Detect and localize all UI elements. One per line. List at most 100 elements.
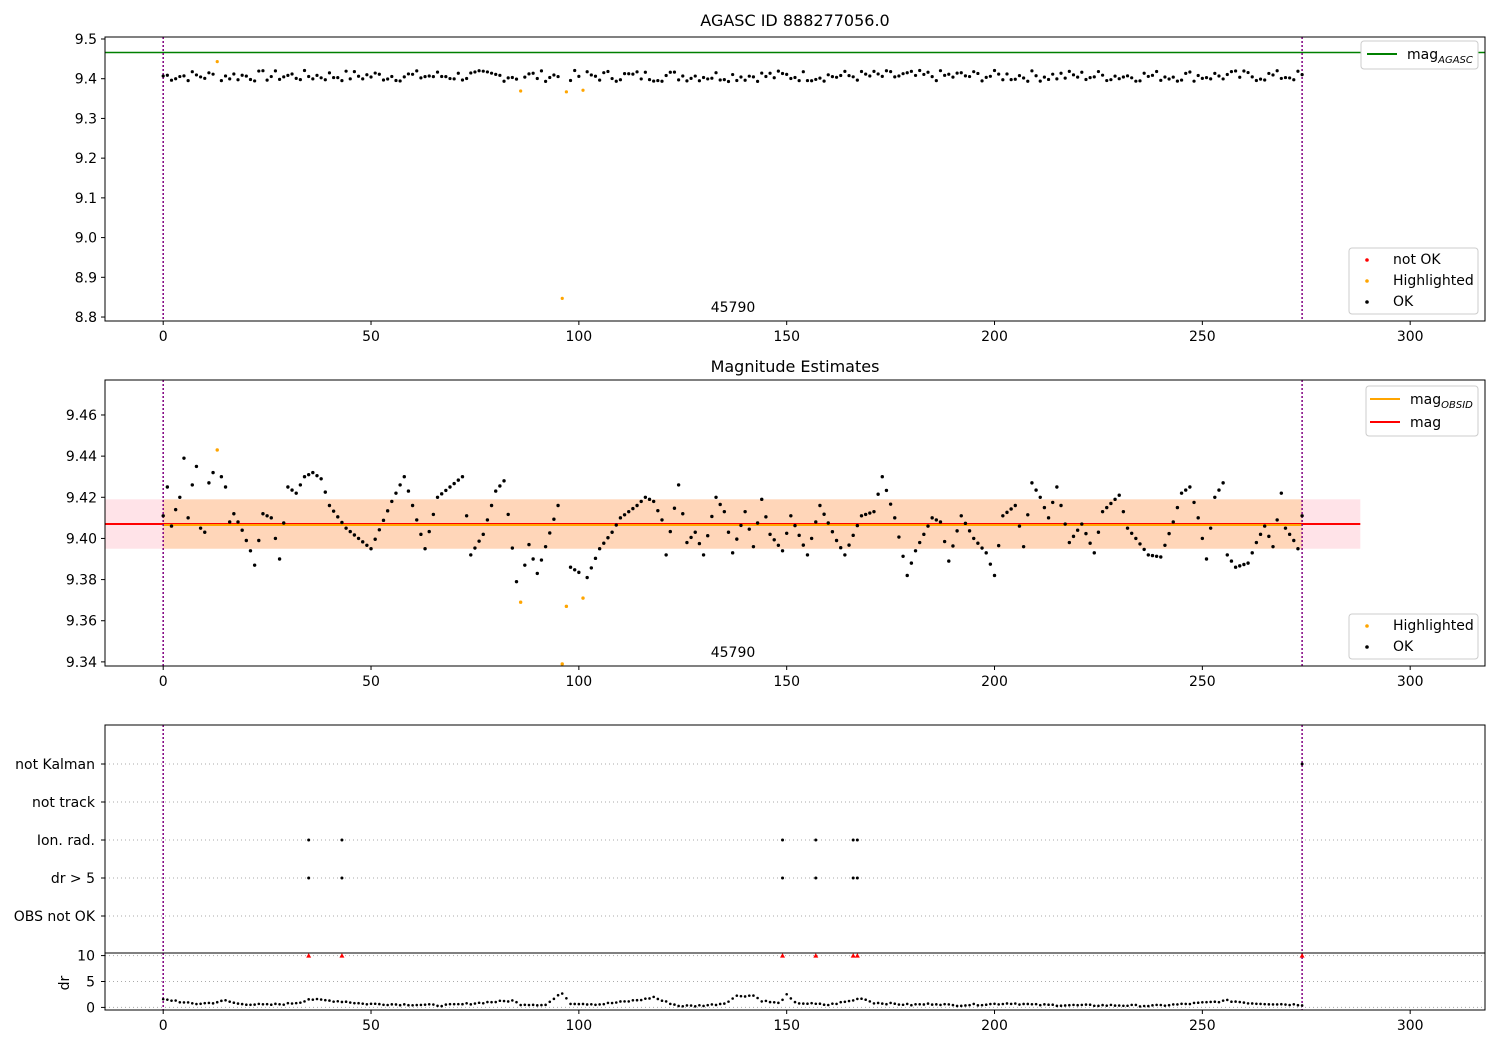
dr-point <box>1122 1004 1125 1008</box>
ok-point <box>1005 510 1009 515</box>
ok-point <box>1055 485 1059 489</box>
ok-point <box>1059 71 1063 75</box>
ok-point <box>681 74 685 78</box>
dr-point <box>1092 1004 1096 1008</box>
dr-point <box>731 997 734 1000</box>
ok-point <box>539 558 544 562</box>
ok-point <box>506 512 510 517</box>
ok-point <box>1258 77 1263 81</box>
ok-point <box>186 79 190 83</box>
dr-point <box>627 1000 631 1003</box>
dr-point <box>739 994 743 998</box>
dr-point <box>885 1002 888 1006</box>
dr-point <box>1076 1003 1079 1007</box>
ok-point <box>1096 69 1101 74</box>
ok-point <box>1013 503 1018 508</box>
ok-point <box>1159 555 1163 559</box>
ok-point <box>1021 544 1026 549</box>
ok-point <box>988 74 992 78</box>
dr-point <box>1038 1003 1042 1007</box>
dr-point <box>1063 1004 1067 1007</box>
panel2-ytick-label: 9.46 <box>66 408 97 424</box>
dr-point <box>660 999 664 1003</box>
ok-point <box>1217 74 1221 78</box>
dr-point <box>897 1003 901 1006</box>
dr-point <box>398 1003 402 1007</box>
ok-point <box>743 509 747 514</box>
svg-text:magAGASC: magAGASC <box>1407 47 1473 66</box>
dr-point <box>698 1003 701 1007</box>
dr-ytick-label: 10 <box>77 949 95 965</box>
dr-point <box>743 995 747 998</box>
ok-point <box>668 529 673 534</box>
dr-point <box>1188 1002 1192 1006</box>
ok-point <box>527 542 531 547</box>
highlighted-point <box>518 600 523 604</box>
dr-point <box>486 1000 489 1004</box>
dr-point <box>656 997 660 1001</box>
dr-point <box>195 1002 198 1006</box>
dr-point <box>166 998 169 1001</box>
dr-point <box>864 998 867 1002</box>
ok-point <box>236 520 240 524</box>
ok-point <box>747 74 751 78</box>
ok-point <box>203 76 207 80</box>
ok-point <box>186 516 190 520</box>
ok-point <box>1188 485 1192 489</box>
dr-point <box>1134 1003 1138 1007</box>
ok-point <box>498 73 502 77</box>
ok-point <box>228 77 232 81</box>
ok-point <box>473 546 477 550</box>
highlighted-point <box>519 89 523 93</box>
dr-point <box>253 1003 256 1006</box>
ok-point <box>1138 79 1142 83</box>
ok-point <box>232 512 236 516</box>
ok-point <box>1005 72 1009 76</box>
highlighted-point <box>215 60 219 64</box>
ok-point <box>1250 551 1254 555</box>
panel2-frame <box>104 379 1486 667</box>
ok-point <box>390 74 394 79</box>
ok-point <box>535 76 539 81</box>
ok-point <box>277 557 282 561</box>
ok-point <box>1017 74 1022 78</box>
dr-point <box>752 994 755 997</box>
ok-point <box>502 79 506 83</box>
ok-point <box>872 69 876 74</box>
ok-point <box>1233 565 1238 569</box>
ok-point <box>1163 543 1167 547</box>
dr-point <box>1180 1002 1183 1006</box>
ok-point <box>602 71 606 75</box>
dr-point <box>777 1001 780 1005</box>
ok-point <box>469 71 473 75</box>
ok-point <box>631 506 635 511</box>
ok-point <box>502 479 506 483</box>
ok-point <box>1229 70 1234 74</box>
dr-point <box>1242 1001 1246 1004</box>
dr-point <box>1280 1002 1283 1006</box>
dr-point <box>702 1004 705 1008</box>
dr-point <box>170 999 173 1002</box>
ok-point <box>1030 69 1034 73</box>
dr-point <box>1126 1004 1129 1008</box>
dr-point <box>747 994 751 997</box>
ok-point <box>1221 77 1225 81</box>
legend-mag-subscript: AGASC <box>1437 55 1473 66</box>
ok-point <box>248 549 253 553</box>
ok-point <box>622 72 627 76</box>
ok-point <box>893 75 897 79</box>
ok-point <box>913 549 918 553</box>
ok-point <box>348 77 352 81</box>
dr-point <box>390 1003 394 1006</box>
ok-point <box>784 531 789 535</box>
ok-point <box>1213 495 1217 499</box>
dr-point <box>860 997 863 1001</box>
ok-point <box>826 73 830 77</box>
dr-point <box>939 1003 942 1007</box>
ok-point <box>822 79 826 83</box>
ok-point <box>165 73 169 77</box>
ok-point <box>967 529 972 533</box>
ok-point <box>656 78 660 83</box>
dr-point <box>723 1002 726 1005</box>
dr-point <box>797 1002 801 1005</box>
